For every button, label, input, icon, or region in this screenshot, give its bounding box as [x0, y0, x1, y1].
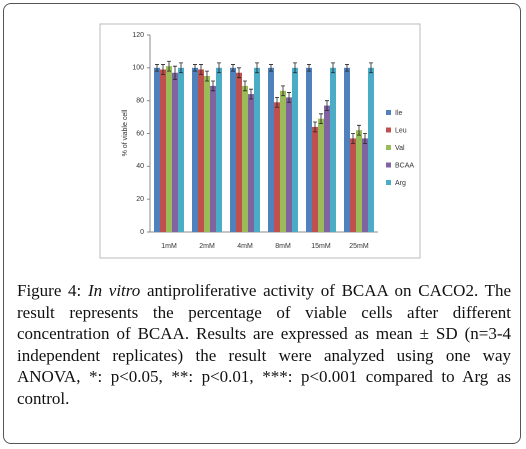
bar — [160, 69, 166, 232]
legend-label: Arg — [395, 180, 406, 187]
error-bar — [293, 62, 297, 74]
error-bar — [287, 92, 291, 103]
bar — [154, 67, 160, 232]
bar — [368, 67, 374, 232]
bar — [274, 102, 280, 232]
error-bar — [167, 60, 171, 72]
error-bar — [249, 88, 253, 100]
bar — [330, 67, 336, 232]
error-bar — [307, 64, 311, 72]
bar — [172, 72, 178, 232]
y-tick-label: 40 — [136, 163, 144, 170]
x-tick-label: 15mM — [311, 243, 331, 250]
bar — [204, 76, 210, 233]
error-bar — [155, 64, 159, 72]
caption: Figure 4: In vitro antiproliferative act… — [17, 280, 511, 409]
y-tick-label: 0 — [140, 229, 144, 236]
y-tick-label: 100 — [132, 65, 144, 72]
bar — [166, 66, 172, 232]
error-bar — [313, 121, 317, 133]
bar — [324, 105, 330, 232]
error-bar — [275, 96, 279, 108]
bar — [216, 67, 222, 232]
x-tick-label: 4mM — [237, 243, 253, 250]
error-bar — [211, 80, 215, 92]
bar — [242, 85, 248, 233]
caption-italic: In vitro — [87, 281, 141, 300]
bar — [362, 138, 368, 232]
legend-swatch — [386, 162, 391, 168]
bar — [280, 90, 286, 232]
y-tick-label: 80 — [136, 98, 144, 105]
y-tick-label: 20 — [136, 196, 144, 203]
legend-swatch — [386, 127, 391, 133]
x-tick-label: 8mM — [275, 243, 291, 250]
legend-swatch — [386, 110, 391, 115]
error-bar — [205, 70, 209, 82]
error-bar — [179, 62, 183, 74]
bar — [230, 67, 236, 232]
error-bar — [231, 64, 235, 72]
legend-label: Val — [395, 145, 405, 152]
error-bar — [331, 62, 335, 74]
legend-label: Leu — [395, 127, 407, 134]
bar — [268, 67, 274, 232]
error-bar — [281, 85, 285, 97]
error-bar — [325, 100, 329, 111]
bar — [350, 138, 356, 232]
bar — [306, 67, 312, 232]
figure-frame — [3, 3, 521, 444]
bar — [178, 67, 184, 232]
error-bar — [345, 64, 349, 72]
error-bar — [173, 65, 177, 80]
y-tick-label: 120 — [132, 32, 144, 39]
caption-text: antiproliferative activity of BCAA on CA… — [17, 281, 512, 408]
error-bar — [369, 62, 373, 74]
chart: % of viable cell 0 20 40 60 80 100 120 1mM 2mM 4m… — [99, 23, 421, 259]
error-bar — [199, 64, 203, 75]
error-bar — [351, 133, 355, 144]
bar — [356, 130, 362, 232]
error-bar — [193, 64, 197, 72]
error-bar — [243, 80, 247, 92]
x-tick-label: 2mM — [199, 243, 215, 250]
bar — [312, 126, 318, 232]
error-bar — [217, 62, 221, 74]
y-tick-label: 60 — [136, 130, 144, 137]
x-tick-label: 25mM — [349, 243, 369, 250]
legend-label: Ile — [395, 110, 403, 117]
bar — [344, 67, 350, 232]
bar — [236, 72, 242, 232]
error-bar — [363, 133, 367, 144]
x-tick-label: 1mM — [161, 243, 177, 250]
bar — [192, 67, 198, 232]
y-axis-label: % of viable cell — [122, 109, 129, 156]
error-bar — [161, 64, 165, 75]
error-bar — [319, 113, 323, 125]
legend-label: BCAA — [395, 162, 414, 169]
bar — [254, 67, 260, 232]
bar — [248, 94, 254, 232]
bar — [198, 69, 204, 232]
legend-swatch — [386, 145, 391, 150]
bar — [318, 118, 324, 232]
error-bar — [237, 67, 241, 79]
legend-swatch — [386, 180, 391, 185]
bar — [210, 85, 216, 233]
error-bar — [357, 124, 361, 136]
bar — [292, 67, 298, 232]
bar — [286, 97, 292, 232]
error-bar — [269, 64, 273, 72]
caption-label: Figure 4: — [17, 281, 82, 300]
error-bar — [255, 62, 259, 74]
